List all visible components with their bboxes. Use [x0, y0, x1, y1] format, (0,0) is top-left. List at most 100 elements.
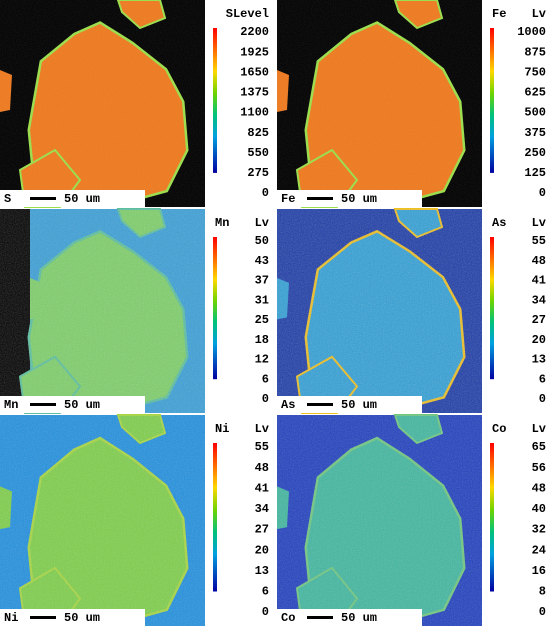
scale-tick-label: 65 [532, 440, 546, 454]
scale-tick-label: 20 [255, 543, 269, 557]
map-noise [277, 209, 482, 413]
legend-unit: Lv [532, 216, 546, 230]
scale-tick-label: 125 [524, 166, 546, 180]
scale-tick-label: 55 [255, 440, 269, 454]
color-bar [490, 443, 494, 592]
scale-tick-label: 0 [262, 605, 269, 619]
scale-label: 50 um [64, 611, 100, 625]
scale-tick-label: 48 [532, 254, 546, 268]
scale-tick-label: 2200 [240, 25, 269, 39]
scale-tick-label: 825 [247, 126, 269, 140]
scale-tick-label: 50 [255, 234, 269, 248]
scale-tick-label: 1375 [240, 86, 269, 100]
scale-tick-label: 6 [539, 372, 546, 386]
panel: As Lv 55 48 41 34 27 20 13 6 0 As 50 um [277, 208, 550, 414]
legend-unit: Lv [255, 216, 269, 230]
scale-tick-label: 275 [247, 166, 269, 180]
scale-label-box [0, 190, 145, 207]
scale-label: 50 um [341, 398, 377, 412]
scale-tick-label: 34 [532, 293, 546, 307]
scale-tick-label: 13 [255, 564, 269, 578]
scale-tick-label: 625 [524, 86, 546, 100]
scale-tick-label: 48 [532, 481, 546, 495]
scale-tick-label: 0 [262, 186, 269, 200]
scale-bar [30, 197, 56, 200]
legend-unit: Lv [255, 422, 269, 436]
scale-tick-label: 41 [255, 481, 269, 495]
scale-tick-label: 1650 [240, 65, 269, 79]
panel: Mn Lv 50 43 37 31 25 18 12 6 0 Mn 50 um [0, 208, 273, 414]
scale-tick-label: 41 [532, 274, 546, 288]
map-noise [277, 415, 482, 626]
legend-unit: Lv [532, 7, 546, 21]
scale-tick-label: 20 [532, 333, 546, 347]
scale-tick-label: 37 [255, 274, 269, 288]
scale-bar [30, 616, 56, 619]
legend-element: As [492, 216, 506, 230]
scale-bar [307, 197, 333, 200]
scale-label-box [0, 396, 145, 413]
element-label: Ni [4, 611, 18, 625]
color-bar [213, 237, 217, 380]
color-bar [213, 443, 217, 592]
panel: Fe Lv 1000 875 750 625 500 375 250 125 0 Fe 50 um [277, 0, 550, 208]
color-bar [490, 28, 494, 173]
map-noise [0, 209, 205, 413]
scale-tick-label: 16 [532, 564, 546, 578]
scale-tick-label: 250 [524, 146, 546, 160]
scale-tick-label: 8 [539, 585, 546, 599]
scale-tick-label: 48 [255, 461, 269, 475]
scale-tick-label: 18 [255, 333, 269, 347]
scale-label-box [277, 396, 422, 413]
scale-bar [307, 403, 333, 406]
map-noise [277, 0, 482, 207]
scale-tick-label: 12 [255, 353, 269, 367]
scale-tick-label: 6 [262, 372, 269, 386]
scale-tick-label: 34 [255, 502, 269, 516]
legend-element: Co [492, 422, 506, 436]
element-label: As [281, 398, 295, 412]
scale-label: 50 um [64, 192, 100, 206]
element-label: Mn [4, 398, 18, 412]
scale-tick-label: 1925 [240, 45, 269, 59]
scale-tick-label: 500 [524, 106, 546, 120]
color-bar [490, 237, 494, 380]
element-label: Co [281, 611, 295, 625]
panel: Ni Lv 55 48 41 34 27 20 13 6 0 Ni 50 um [0, 414, 273, 626]
scale-label-box [277, 609, 422, 626]
scale-tick-label: 24 [532, 543, 546, 557]
legend-element: Fe [492, 7, 506, 21]
element-label: S [4, 192, 11, 206]
scale-label: 50 um [341, 192, 377, 206]
scale-tick-label: 27 [532, 313, 546, 327]
scale-tick-label: 550 [247, 146, 269, 160]
scale-tick-label: 375 [524, 126, 546, 140]
scale-bar [307, 616, 333, 619]
scale-tick-label: 32 [532, 523, 546, 537]
scale-tick-label: 25 [255, 313, 269, 327]
scale-tick-label: 27 [255, 523, 269, 537]
panel: SLevel 2200 1925 1650 1375 1100 825 550 275 0 S 50 … [0, 0, 273, 208]
color-bar [213, 28, 217, 173]
scale-tick-label: 43 [255, 254, 269, 268]
scale-tick-label: 1100 [240, 106, 269, 120]
scale-tick-label: 0 [539, 186, 546, 200]
scale-tick-label: 875 [524, 45, 546, 59]
scale-label-box [277, 190, 422, 207]
scale-tick-label: 13 [532, 353, 546, 367]
legend-element: Ni [215, 422, 229, 436]
legend-element: Mn [215, 216, 229, 230]
scale-tick-label: 31 [255, 293, 269, 307]
scale-tick-label: 6 [262, 585, 269, 599]
panel: Co Lv 65 56 48 40 32 24 16 8 0 Co 50 um [277, 414, 550, 626]
scale-tick-label: 0 [262, 392, 269, 406]
legend-header: SLevel [226, 7, 269, 21]
scale-label: 50 um [64, 398, 100, 412]
map-noise [0, 415, 205, 626]
scale-label-box [0, 609, 145, 626]
scale-tick-label: 750 [524, 65, 546, 79]
scale-tick-label: 55 [532, 234, 546, 248]
scale-tick-label: 1000 [517, 25, 546, 39]
scale-tick-label: 56 [532, 461, 546, 475]
